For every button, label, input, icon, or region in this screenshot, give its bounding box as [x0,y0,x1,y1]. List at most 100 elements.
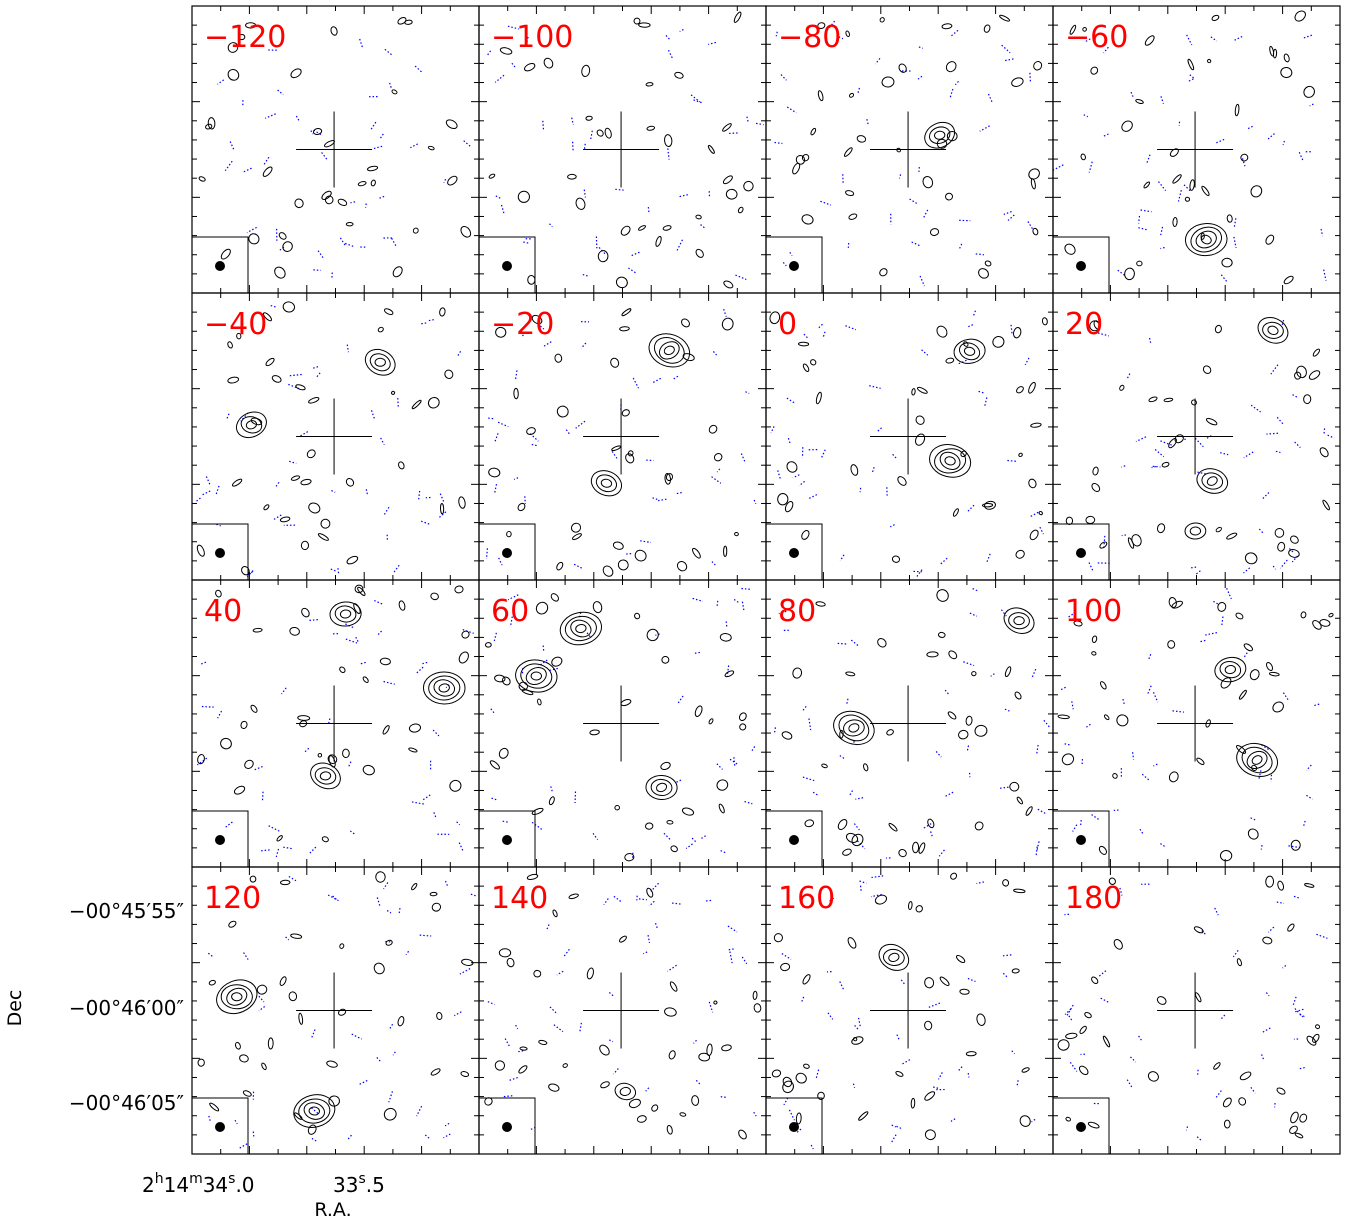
negative-contour [912,242,921,246]
negative-contour [278,90,284,95]
positive-contour [837,818,849,831]
negative-contour [823,332,825,338]
positive-contour [261,1062,267,1070]
negative-contour [1304,821,1306,826]
negative-contour [1288,846,1299,848]
positive-contour [518,1064,528,1074]
positive-contour [1294,1132,1303,1139]
positive-contour [1289,1111,1300,1124]
negative-contour [872,876,884,878]
negative-contour [896,1126,902,1129]
negative-contour [614,1069,619,1075]
positive-contour [494,1059,507,1072]
positive-contour [1168,641,1175,649]
negative-contour [968,978,976,981]
negative-contour [1314,704,1319,705]
negative-contour [801,997,803,1002]
negative-contour [974,311,976,316]
emission-contour [361,344,400,380]
positive-contour [600,1080,611,1089]
positive-contour [279,976,288,987]
negative-contour [289,876,296,880]
negative-contour [1005,709,1009,711]
negative-contour [488,1002,495,1005]
negative-contour [1130,1057,1135,1062]
negative-contour [262,792,263,801]
emission-contour [587,466,625,500]
positive-contour [253,628,262,632]
positive-contour [1275,528,1284,537]
positive-contour [1013,889,1025,893]
negative-contour [311,131,313,134]
negative-contour [590,131,592,141]
positive-contour [676,560,689,573]
negative-contour [1277,902,1284,903]
positive-contour [276,835,283,842]
positive-contour [282,301,295,313]
positive-contour [1222,258,1232,267]
negative-contour [1221,1015,1225,1019]
negative-contour [614,896,621,901]
negative-contour [366,204,367,208]
positive-contour [604,128,612,139]
positive-contour [293,198,304,209]
positive-contour [295,384,306,391]
negative-contour [1073,825,1077,832]
positive-contour [720,633,732,641]
negative-contour [1065,744,1070,745]
emission-contour [1008,612,1030,630]
negative-contour [1153,764,1157,766]
positive-contour [339,666,347,674]
positive-contour [356,586,366,596]
positive-contour [1196,757,1205,766]
positive-contour [1021,1067,1029,1073]
positive-contour [609,357,620,368]
positive-contour [939,976,950,987]
negative-contour [445,1123,449,1126]
emission-contour [1200,471,1224,491]
positive-contour [845,671,855,676]
positive-contour [391,89,397,95]
positive-contour [342,749,349,758]
negative-contour [709,1002,712,1012]
negative-contour [1160,844,1165,847]
negative-contour [717,601,718,606]
positive-contour [198,1059,205,1066]
positive-contour [1222,1097,1233,1109]
negative-contour [373,146,382,148]
positive-contour [908,901,912,909]
emission-contour [438,683,450,693]
negative-contour [499,558,502,565]
channel-panel: −100 [479,6,766,293]
positive-contour [1264,234,1275,246]
negative-contour [1139,216,1140,223]
positive-contour [1172,174,1183,185]
velocity-label: 100 [1065,594,1122,629]
negative-contour [1268,927,1273,932]
positive-contour [548,1083,560,1093]
positive-contour [792,667,803,679]
emission-contour [1014,617,1024,625]
positive-contour [592,601,603,614]
negative-contour [276,849,278,857]
positive-contour [1065,1117,1071,1122]
positive-contour [306,448,317,459]
positive-contour [542,57,554,70]
negative-contour [406,951,409,954]
negative-contour [390,83,392,90]
positive-contour [621,308,632,317]
emission-contour [957,340,982,363]
positive-contour [984,260,991,267]
positive-contour [1144,34,1156,46]
positive-contour [863,763,869,771]
positive-contour [555,561,564,571]
negative-contour [918,76,922,79]
negative-contour [747,117,748,123]
positive-contour [957,729,969,740]
negative-contour [855,1025,859,1029]
positive-contour [240,721,248,730]
negative-contour [390,1024,393,1029]
channel-panel: −40 [192,293,479,580]
positive-contour [785,460,799,474]
positive-contour [412,227,419,234]
